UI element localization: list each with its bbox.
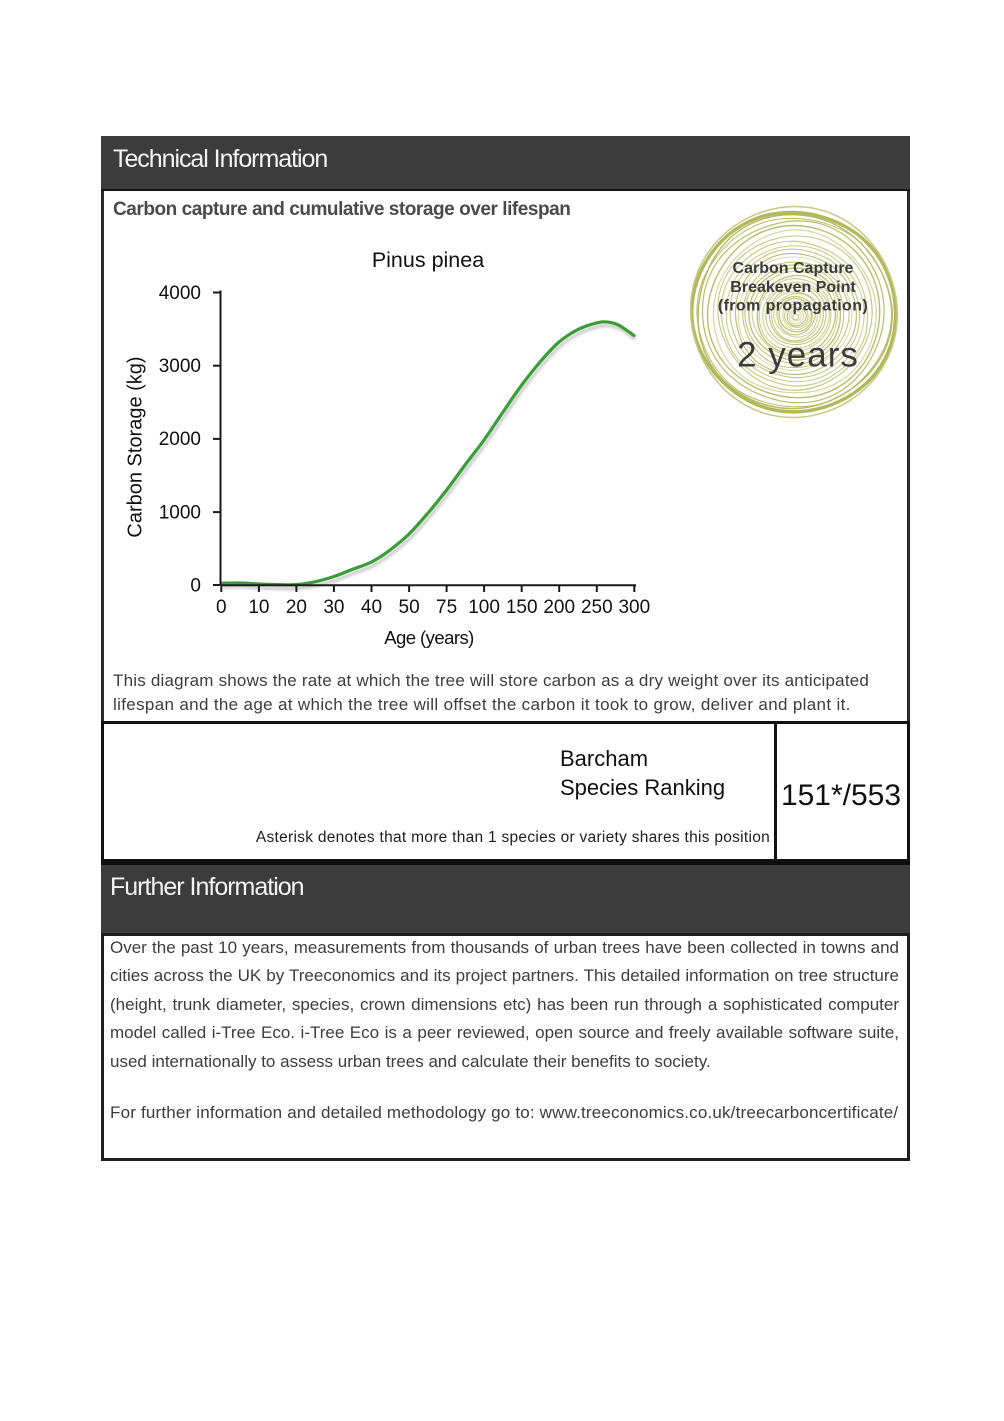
svg-text:3000: 3000 bbox=[159, 356, 201, 377]
svg-text:200: 200 bbox=[543, 597, 575, 618]
svg-text:Pinus pinea: Pinus pinea bbox=[372, 248, 484, 272]
svg-text:Age (years): Age (years) bbox=[384, 627, 474, 648]
svg-text:4000: 4000 bbox=[159, 283, 201, 304]
svg-text:100: 100 bbox=[468, 597, 500, 618]
svg-text:10: 10 bbox=[248, 597, 269, 618]
svg-text:Breakeven Point: Breakeven Point bbox=[730, 279, 856, 296]
svg-text:150: 150 bbox=[506, 597, 538, 618]
svg-text:1000: 1000 bbox=[159, 503, 201, 524]
svg-text:50: 50 bbox=[399, 597, 420, 618]
svg-text:30: 30 bbox=[323, 597, 344, 618]
svg-text:0: 0 bbox=[216, 597, 227, 618]
svg-text:2 years: 2 years bbox=[737, 336, 859, 375]
svg-text:0: 0 bbox=[190, 576, 201, 597]
svg-text:2000: 2000 bbox=[159, 429, 201, 450]
svg-text:(from propagation): (from propagation) bbox=[718, 298, 868, 315]
svg-text:40: 40 bbox=[361, 597, 382, 618]
svg-text:Carbon Storage (kg): Carbon Storage (kg) bbox=[125, 356, 147, 537]
svg-text:Carbon Capture: Carbon Capture bbox=[733, 260, 854, 277]
svg-text:250: 250 bbox=[581, 597, 613, 618]
svg-text:300: 300 bbox=[618, 597, 650, 618]
svg-text:75: 75 bbox=[436, 597, 457, 618]
svg-text:20: 20 bbox=[286, 597, 307, 618]
